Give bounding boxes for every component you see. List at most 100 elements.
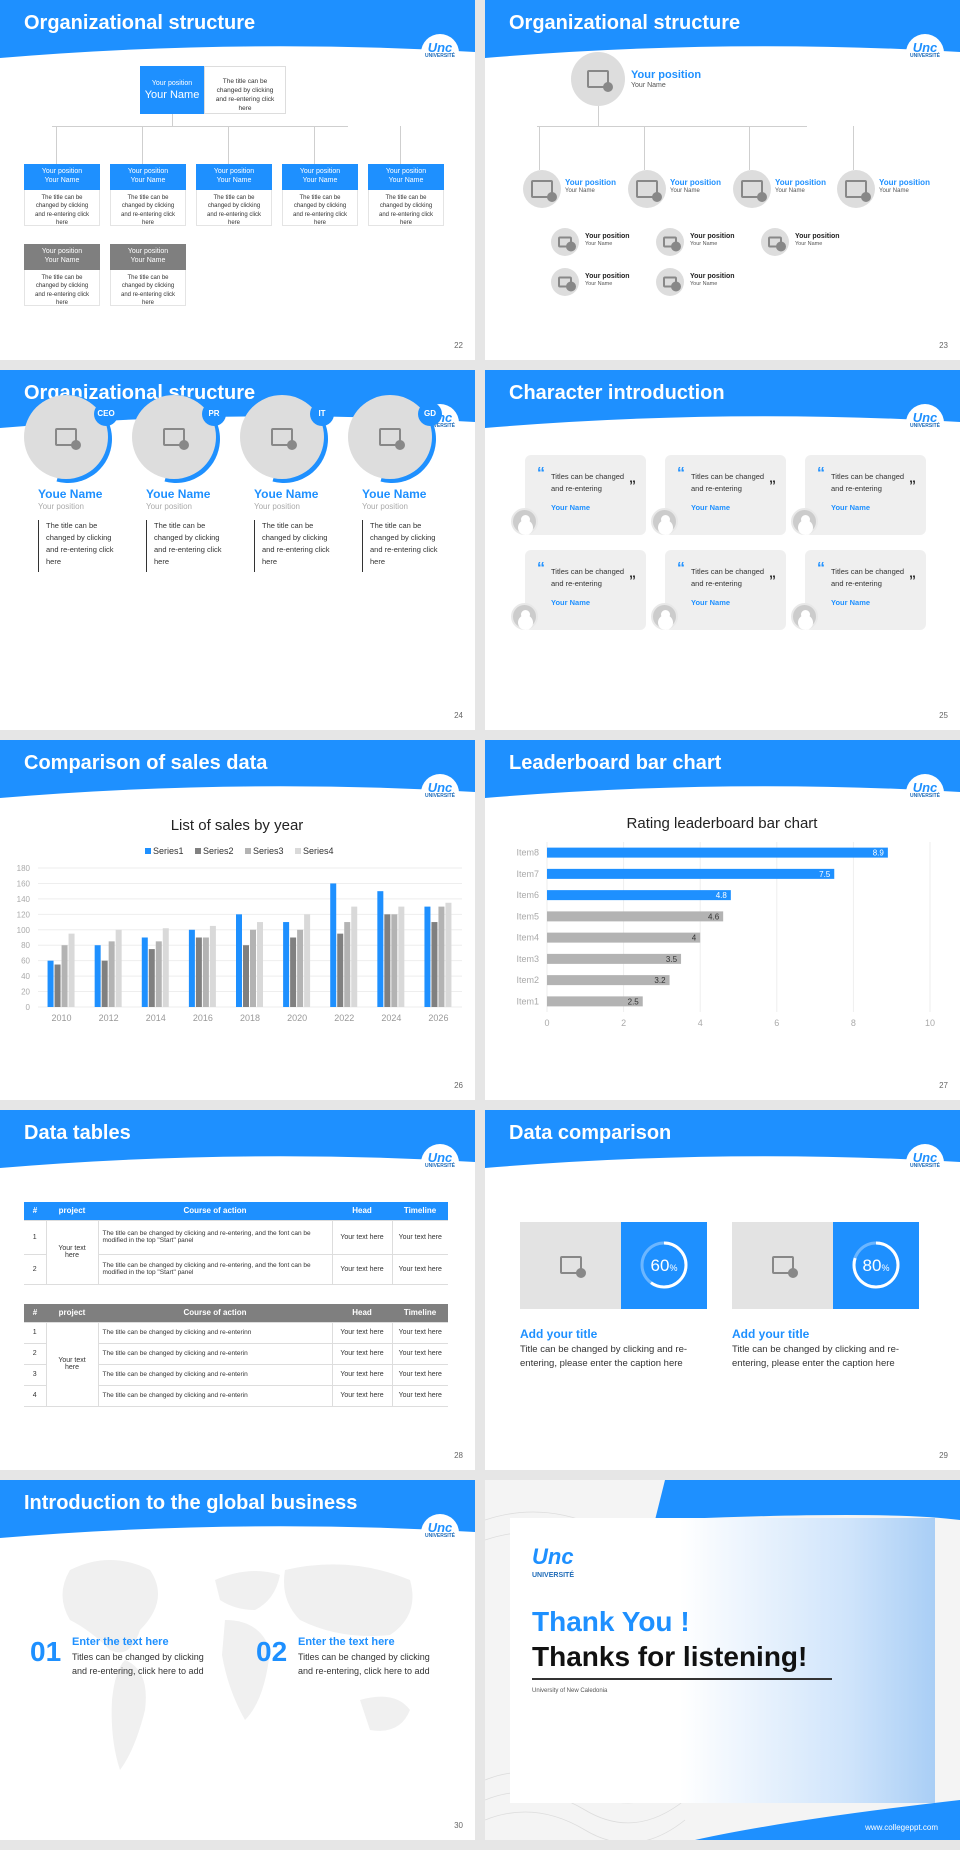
table-cell: Your text here (331, 1322, 392, 1344)
bar-Series4 (304, 914, 311, 1007)
connector (644, 126, 645, 170)
position-box[interactable]: Your position Your Name (24, 244, 100, 270)
table-cell: Your text here (391, 1220, 448, 1255)
slide-header (0, 0, 475, 60)
slide-title: Comparison of sales data (24, 752, 268, 774)
member-avatar (656, 228, 684, 256)
speaker-name: Your Name (831, 503, 871, 512)
table-header: # (24, 1202, 46, 1221)
quote-card[interactable]: “ Titles can be changed and re-entering” Y… (805, 550, 926, 630)
user-icon (511, 603, 538, 630)
slide-27[interactable]: Leaderboard bar chart Unc UNIVERSITÉ Rati… (485, 740, 960, 1100)
y-tick-label: 60 (21, 957, 30, 966)
page-number: 30 (454, 1821, 463, 1830)
quote-open-icon: “ (537, 560, 545, 577)
position-desc: The title can be changed by clicking and… (24, 270, 100, 306)
divider (254, 520, 255, 572)
bar (547, 932, 701, 943)
speaker-name: Your Name (691, 598, 731, 607)
bar-Series1 (141, 937, 148, 1007)
table-cell: The title can be changed by clicking and… (98, 1385, 332, 1407)
member-name: Youe Name (254, 487, 319, 501)
position-box[interactable]: Your position Your Name (110, 164, 186, 190)
name-label: Your Name (44, 256, 80, 264)
x-tick-label: 2026 (428, 1013, 448, 1023)
quote-text: Titles can be changed and re-entering (691, 472, 765, 493)
position-box[interactable]: Your position Your Name (282, 164, 358, 190)
legend-swatch (245, 848, 251, 854)
x-tick-label: 2022 (334, 1013, 354, 1023)
percent-number: 80 (862, 1256, 882, 1275)
speaker-name: Your Name (551, 598, 591, 607)
slide-26[interactable]: Comparison of sales data Unc UNIVERSITÉ L… (0, 740, 475, 1100)
bar-Series1 (94, 945, 101, 1007)
member-desc: The title can be changed by clicking and… (370, 521, 438, 566)
quote-card[interactable]: “ Titles can be changed and re-entering” Y… (665, 455, 786, 535)
bar-Series1 (236, 914, 242, 1007)
table-row: 1 Your text here The title can be change… (24, 1322, 448, 1407)
bar-Series4 (162, 928, 169, 1007)
table-header: project (46, 1202, 98, 1221)
bar-Series4 (351, 906, 358, 1007)
slide-23[interactable]: Organizational structure Unc UNIVERSITÉ Y… (485, 0, 960, 360)
thanks-card: Unc UNIVERSITÉ Thank You ! Thanks for li… (510, 1518, 935, 1803)
name-label: Your Name (879, 188, 909, 194)
slide-31[interactable]: Unc UNIVERSITÉ Thank You ! Thanks for li… (485, 1480, 960, 1840)
image-icon (587, 70, 613, 92)
bar-Series1 (283, 922, 290, 1007)
table-cell: The title can be changed by clicking and… (98, 1220, 332, 1255)
logo-main: Unc (532, 1544, 574, 1569)
position-box[interactable]: Your position Your Name (196, 164, 272, 190)
position-label: Your position (631, 69, 702, 81)
top-position-box[interactable]: Your position Your Name (140, 66, 204, 114)
table-cell: Your text here (391, 1385, 448, 1407)
x-tick-label: 2024 (381, 1013, 401, 1023)
bar (547, 911, 724, 922)
table-cell: The title can be changed by clicking and… (98, 1254, 332, 1285)
slide-22[interactable]: Organizational structure Unc UNIVERSITÉ Y… (0, 0, 475, 360)
position-box[interactable]: Your position Your Name (110, 244, 186, 270)
slide-29[interactable]: Data comparison Unc UNIVERSITÉ 60% Add you… (485, 1110, 960, 1470)
page-number: 22 (454, 341, 463, 350)
quote-open-icon: “ (817, 465, 825, 482)
position-label: Your position (127, 248, 169, 255)
quote-card[interactable]: “ Titles can be changed and re-entering” Y… (525, 455, 646, 535)
name-label: Your Name (130, 176, 166, 184)
bar-Series3 (202, 937, 209, 1007)
connector (539, 126, 540, 170)
quote-text: Titles can be changed and re-entering (551, 567, 625, 588)
connector (228, 126, 229, 164)
image-icon (663, 276, 681, 292)
leaderboard-bar-chart: Rating leaderboard bar chart 0 2 4 6 8 10 Item8… (516, 815, 935, 1028)
y-tick-label: 40 (21, 972, 30, 981)
percent-sign: % (881, 1263, 890, 1273)
slide-28[interactable]: Data tables Unc UNIVERSITÉ # project Cour… (0, 1110, 475, 1470)
name-label: Your Name (670, 188, 700, 194)
slide-25[interactable]: Character introduction Unc UNIVERSITÉ “ Ti… (485, 370, 960, 730)
y-tick-label: Item6 (516, 890, 539, 900)
slide-title: Introduction to the global business (24, 1492, 358, 1514)
position-label: Your position (213, 168, 255, 175)
connector (314, 126, 315, 164)
connector (749, 126, 750, 170)
slide-title: Leaderboard bar chart (509, 752, 722, 774)
image-icon (560, 1256, 586, 1278)
slide-30[interactable]: Introduction to the global business Unc U… (0, 1480, 475, 1840)
top-desc: The title can be changed by clicking and… (204, 66, 286, 114)
position-box[interactable]: Your position Your Name (368, 164, 444, 190)
quote-card[interactable]: “ Titles can be changed and re-entering” Y… (665, 550, 786, 630)
member-avatar (551, 228, 579, 256)
website-link[interactable]: www.collegeppt.com (865, 1823, 938, 1832)
quote-open-icon: “ (537, 465, 545, 482)
position-box[interactable]: Your position Your Name (24, 164, 100, 190)
image-icon (741, 180, 767, 202)
position-label: Your position (775, 178, 826, 187)
member-avatar (761, 228, 789, 256)
image-icon (55, 428, 81, 450)
quote-card[interactable]: “ Titles can be changed and re-entering” Y… (525, 550, 646, 630)
quote-card[interactable]: “ Titles can be changed and re-entering” Y… (805, 455, 926, 535)
speaker-name: Your Name (551, 503, 591, 512)
